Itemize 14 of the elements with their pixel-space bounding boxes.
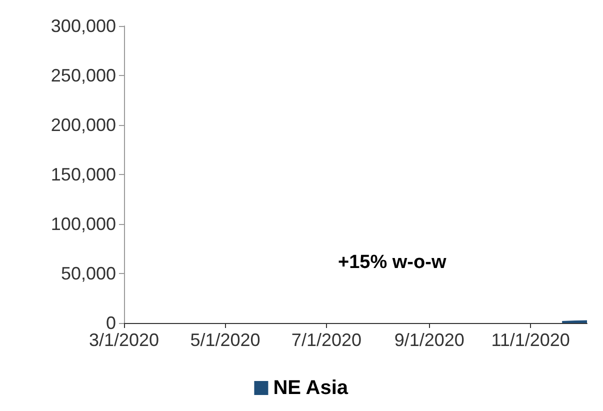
y-tick-label: 50,000 (60, 264, 116, 284)
x-tick-label: 7/1/2020 (291, 330, 362, 350)
y-tick-label: 100,000 (50, 214, 116, 234)
annotation: +15% w-o-w (338, 252, 446, 273)
legend-label: NE Asia (273, 377, 349, 399)
y-tick-label: 0 (106, 313, 116, 333)
y-tick-label: 150,000 (50, 164, 116, 184)
x-tick-label: 11/1/2020 (491, 330, 570, 350)
x-tick-label: 9/1/2020 (394, 330, 464, 350)
y-tick-label: 200,000 (50, 115, 116, 135)
y-tick-label: 250,000 (50, 66, 116, 86)
x-tick-label: 5/1/2020 (190, 330, 260, 350)
y-tick-label: 300,000 (50, 16, 116, 36)
x-tick-label: 3/1/2020 (88, 330, 160, 350)
